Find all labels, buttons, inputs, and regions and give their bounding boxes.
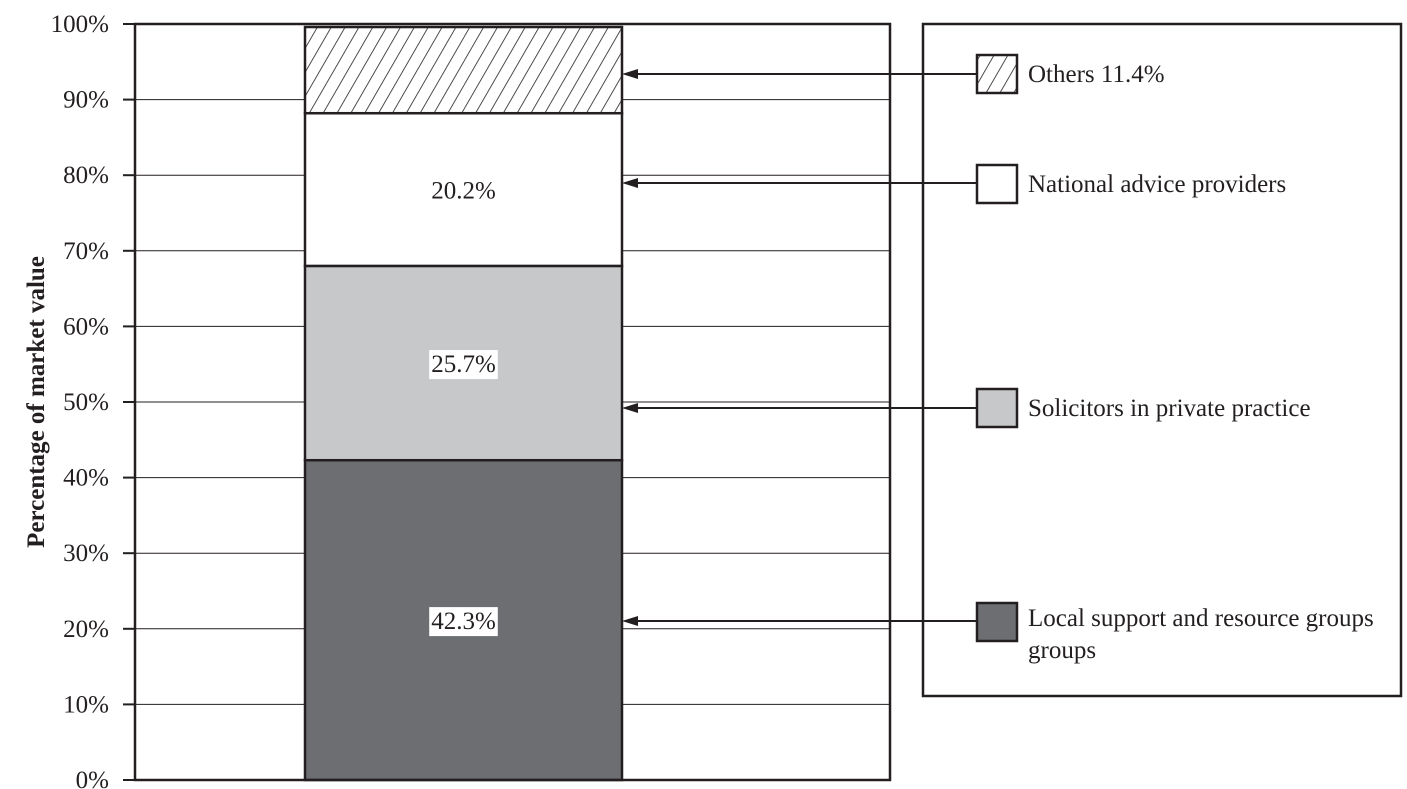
- segment-value-label: 25.7%: [431, 351, 496, 378]
- legend-label: National advice providers: [1028, 171, 1286, 198]
- bar-segment: [303, 25, 624, 115]
- arrowhead: [622, 616, 638, 626]
- y-tick-label: 80%: [63, 162, 109, 189]
- legend-box: [921, 22, 1403, 698]
- legend-label: groups: [1028, 637, 1096, 664]
- arrowhead: [622, 178, 638, 188]
- y-tick-label: 90%: [63, 87, 109, 114]
- legend: Others 11.4% National advice providers Sol…: [975, 53, 1374, 664]
- y-tick-label: 20%: [63, 616, 109, 643]
- segment-value-label: 20.2%: [431, 178, 496, 205]
- legend-label: Solicitors in private practice: [1028, 395, 1311, 422]
- y-tick-label: 60%: [63, 313, 109, 340]
- segment-value-label: 42.3%: [431, 608, 496, 635]
- y-tick-label: 100%: [51, 11, 109, 38]
- arrowhead: [622, 403, 638, 413]
- arrowhead: [622, 69, 638, 79]
- y-axis-title: Percentage of market value: [23, 256, 50, 548]
- bar-segment: [303, 458, 624, 782]
- y-axis: 0% 10% 20% 30% 40% 50% 60% 70% 80% 90% 100%: [51, 11, 135, 789]
- bar-segment: [303, 111, 624, 268]
- y-tick-label: 40%: [63, 465, 109, 492]
- legend-swatch: [975, 163, 1019, 205]
- legend-swatch: [975, 387, 1019, 429]
- y-tick-label: 70%: [63, 238, 109, 265]
- y-tick-label: 10%: [63, 691, 109, 718]
- legend-swatch: [975, 53, 1019, 95]
- segment-label-background: [429, 607, 498, 637]
- y-tick-label: 0%: [76, 767, 109, 789]
- legend-swatch: [975, 601, 1019, 643]
- y-tick-label: 30%: [63, 540, 109, 567]
- legend-label: Others 11.4%: [1028, 61, 1165, 88]
- legend-label: Local support and resource groups: [1028, 605, 1374, 632]
- segment-labels: 42.3% 25.7% 20.2%: [429, 178, 498, 637]
- bar-segments: [303, 25, 624, 782]
- y-tick-label: 50%: [63, 389, 109, 416]
- segment-label-background: [429, 350, 498, 380]
- legend-arrows: [622, 69, 977, 626]
